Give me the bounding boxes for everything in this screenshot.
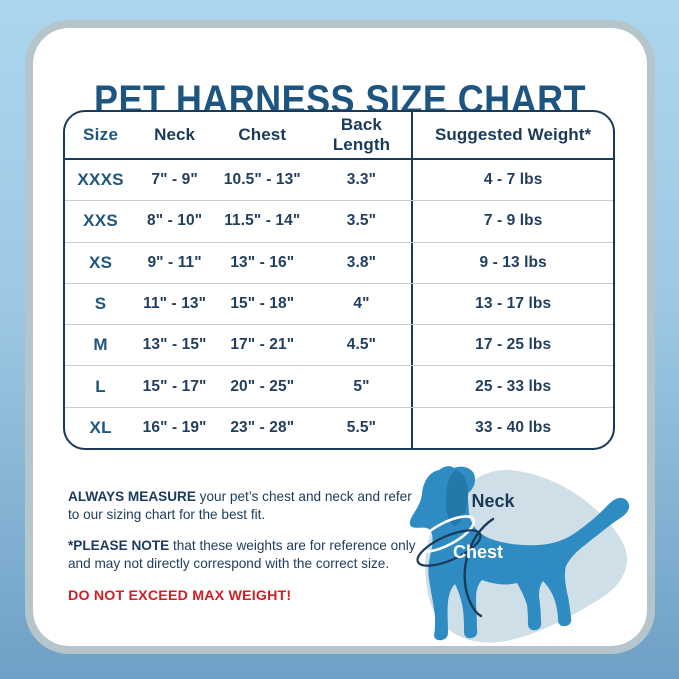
neck-label: Neck: [471, 491, 515, 511]
table-row: XXXS 7" - 9" 10.5" - 13" 3.3" 4 - 7 lbs: [65, 160, 613, 202]
cell-size: XXS: [83, 211, 119, 231]
table-row: XXS 8" - 10" 11.5" - 14" 3.5" 7 - 9 lbs: [65, 201, 613, 243]
size-table: Size Neck Chest Back Length Suggested We…: [63, 110, 615, 450]
cell-neck: 16" - 19": [142, 418, 207, 436]
cell-size: M: [93, 335, 108, 355]
cell-neck: 8" - 10": [147, 212, 203, 230]
please-note-text: that these weights are for reference onl…: [68, 537, 416, 571]
please-note: *PLEASE NOTE that these weights are for …: [68, 537, 420, 573]
cell-chest: 11.5" - 14": [224, 212, 301, 230]
neck-loop-outline: [416, 529, 482, 567]
cell-back-length: 4.5": [346, 336, 377, 354]
notes-section: ALWAYS MEASURE your pet’s chest and neck…: [68, 488, 420, 604]
dog-ear: [445, 470, 469, 526]
column-header-neck: Neck: [154, 125, 196, 144]
table-row: M 13" - 15" 17" - 21" 4.5" 17 - 25 lbs: [65, 325, 613, 367]
table-row: XS 9" - 11" 13" - 16" 3.8" 9 - 13 lbs: [65, 242, 613, 284]
table-row: XL 16" - 19" 23" - 28" 5.5" 33 - 40 lbs: [65, 407, 613, 448]
table-row: S 11" - 13" 15" - 18" 4" 13 - 17 lbs: [65, 283, 613, 326]
column-header-chest: Chest: [238, 125, 287, 144]
cell-chest: 13" - 16": [230, 253, 295, 271]
measure-note: ALWAYS MEASURE your pet’s chest and neck…: [68, 488, 420, 524]
cell-neck: 11" - 13": [143, 294, 207, 312]
cell-weight: 7 - 9 lbs: [411, 201, 613, 242]
size-chart-card: PET HARNESS SIZE CHART Size Neck Chest B…: [33, 28, 647, 646]
cell-back-length: 4": [353, 294, 370, 312]
cell-weight: 13 - 17 lbs: [411, 283, 613, 325]
column-header-back-length: Back Length: [332, 115, 391, 154]
cell-back-length: 3.8": [346, 253, 377, 271]
cell-chest: 20" - 25": [230, 377, 295, 395]
max-weight-warning: DO NOT EXCEED MAX WEIGHT!: [68, 587, 292, 604]
table-row: L 15" - 17" 20" - 25" 5" 25 - 33 lbs: [65, 366, 613, 408]
table-header-row: Size Neck Chest Back Length Suggested We…: [65, 112, 613, 160]
cell-neck: 15" - 17": [142, 377, 207, 395]
cell-chest: 15" - 18": [230, 294, 295, 312]
column-header-size: Size: [83, 125, 119, 144]
cell-size: XL: [89, 417, 112, 437]
chest-loop: [463, 517, 495, 618]
cell-chest: 10.5" - 13": [223, 171, 301, 189]
chest-label: Chest: [453, 542, 503, 562]
column-header-suggested-weight: Suggested Weight*: [411, 112, 613, 158]
cell-weight: 17 - 25 lbs: [411, 325, 613, 366]
cell-back-length: 3.5": [346, 212, 377, 230]
measure-note-text: your pet’s chest and neck and refer to o…: [68, 489, 412, 522]
please-note-lead: *PLEASE NOTE: [68, 537, 170, 553]
cell-chest: 23" - 28": [230, 418, 295, 436]
cell-chest: 17" - 21": [230, 336, 295, 354]
cell-size: XS: [88, 252, 113, 272]
cell-size: S: [94, 293, 107, 313]
cell-back-length: 3.3": [346, 171, 377, 189]
cell-weight: 33 - 40 lbs: [411, 407, 613, 448]
cell-size: L: [95, 376, 106, 396]
cell-weight: 25 - 33 lbs: [411, 366, 613, 407]
neck-loop: [416, 515, 476, 553]
cell-neck: 9" - 11": [147, 253, 202, 271]
dog-measurement-diagram: Neck Chest: [409, 466, 630, 643]
cell-weight: 4 - 7 lbs: [411, 160, 613, 201]
measure-note-lead: ALWAYS MEASURE: [68, 489, 196, 504]
cell-back-length: 5": [353, 377, 370, 395]
cell-back-length: 5.5": [346, 418, 377, 436]
cell-neck: 13" - 15": [142, 336, 207, 354]
cell-weight: 9 - 13 lbs: [411, 242, 613, 283]
cell-neck: 7" - 9": [151, 171, 198, 189]
cell-size: XXXS: [77, 170, 124, 190]
